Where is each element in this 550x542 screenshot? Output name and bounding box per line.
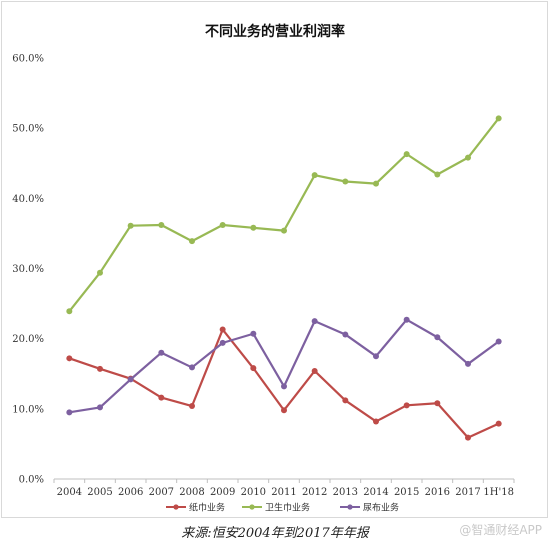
data-point	[189, 403, 195, 410]
data-point	[434, 171, 441, 178]
data-point	[66, 355, 73, 362]
watermark-text: @智通财经APP	[459, 523, 542, 537]
data-point	[403, 402, 410, 409]
y-tick-label: 50.0%	[12, 124, 44, 135]
data-point	[158, 221, 165, 228]
data-point	[250, 365, 257, 372]
data-point	[373, 418, 379, 425]
data-point	[250, 330, 257, 337]
series-1	[66, 115, 502, 315]
data-point	[97, 404, 103, 411]
data-point	[311, 367, 318, 374]
x-tick-label: 2005	[87, 487, 112, 498]
y-tick-label: 30.0%	[12, 264, 44, 275]
legend-item: 卫生巾业务	[242, 502, 310, 514]
x-tick-label: 2012	[302, 487, 327, 498]
data-point	[373, 353, 379, 360]
data-point	[97, 269, 103, 276]
data-point	[219, 339, 226, 346]
data-point	[281, 407, 287, 414]
chart-title: 不同业务的营业利润率	[205, 23, 345, 40]
x-tick-label: 2006	[118, 487, 143, 498]
data-point	[127, 222, 134, 229]
x-tick-label: 2008	[179, 487, 204, 498]
y-tick-label: 40.0%	[12, 194, 44, 205]
data-point	[66, 409, 73, 416]
data-point	[219, 326, 226, 333]
data-point	[403, 316, 410, 323]
data-point	[434, 400, 441, 407]
x-tick-label: 2009	[210, 487, 235, 498]
x-tick-label: 2011	[271, 487, 296, 498]
data-point	[97, 365, 103, 372]
data-point	[403, 151, 410, 158]
y-tick-label: 0.0%	[19, 475, 44, 486]
y-tick-label: 20.0%	[12, 334, 44, 345]
legend-item: 尿布业务	[340, 502, 399, 514]
data-point	[127, 376, 134, 383]
data-point	[373, 180, 379, 187]
x-tick-label: 2010	[241, 487, 266, 498]
data-point	[250, 224, 257, 231]
x-tick-label: 2004	[57, 487, 82, 498]
data-point	[495, 420, 502, 427]
legend-item: 纸巾业务	[166, 502, 225, 514]
data-point	[495, 115, 502, 122]
data-point	[219, 221, 226, 228]
y-tick-label: 10.0%	[12, 404, 44, 415]
data-point	[465, 154, 471, 161]
series-line	[68, 117, 500, 312]
legend-marker	[347, 504, 353, 510]
legend-label: 纸巾业务	[189, 502, 225, 514]
x-tick-label: 2017	[455, 487, 480, 498]
x-tick-label: 2015	[394, 487, 419, 498]
data-point	[342, 178, 349, 185]
data-point	[66, 308, 73, 315]
data-point	[158, 349, 165, 356]
x-tick-label: 2013	[333, 487, 358, 498]
source-caption: 来源:恒安2004年到2017年年报	[181, 526, 369, 541]
legend-marker	[173, 504, 179, 510]
line-chart: 不同业务的营业利润率 0.0% 10.0% 20.0% 30.0% 40.0% 50.0%…	[12, 23, 515, 514]
series-2	[66, 316, 502, 416]
data-point	[189, 238, 195, 245]
y-tick-label: 60.0%	[12, 54, 44, 65]
data-point	[434, 334, 441, 341]
data-point	[158, 394, 165, 401]
x-tick-label: 2014	[363, 487, 388, 498]
data-point	[495, 338, 502, 345]
data-point	[311, 318, 318, 325]
data-point	[189, 364, 195, 371]
chart-frame: 不同业务的营业利润率 0.0% 10.0% 20.0% 30.0% 40.0% 50.0%…	[1, 1, 548, 518]
data-point	[465, 360, 471, 367]
data-point	[342, 397, 349, 404]
data-point	[465, 434, 471, 441]
data-point	[311, 172, 318, 179]
legend-label: 卫生巾业务	[265, 502, 310, 514]
x-tick-label: 2007	[149, 487, 174, 498]
legend-marker	[249, 504, 255, 510]
series-line	[69, 318, 500, 414]
x-tick-label: 2016	[425, 487, 450, 498]
data-point	[281, 227, 287, 234]
x-tick-label: 1H'18	[483, 487, 514, 498]
data-point	[342, 331, 349, 338]
legend-label: 尿布业务	[363, 502, 399, 514]
data-point	[281, 383, 287, 390]
